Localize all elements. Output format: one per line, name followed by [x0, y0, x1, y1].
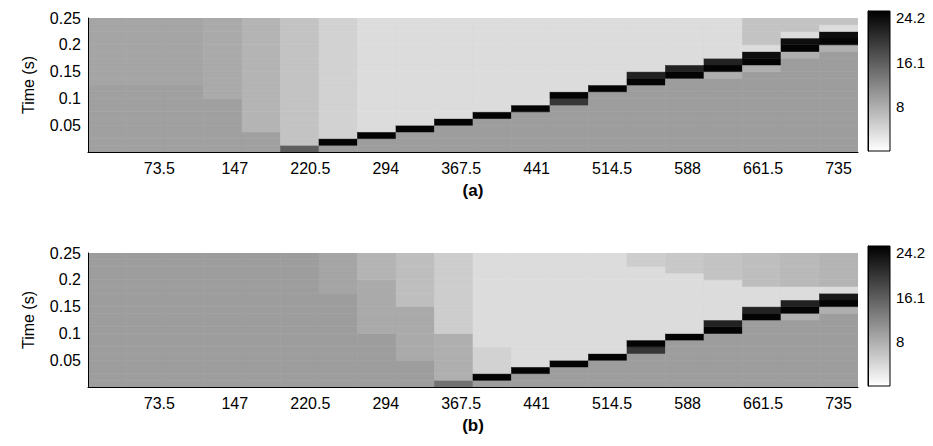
svg-text:735: 735 — [825, 160, 852, 177]
svg-text:367.5: 367.5 — [441, 395, 481, 412]
svg-text:588: 588 — [674, 160, 701, 177]
svg-text:220.5: 220.5 — [290, 160, 330, 177]
svg-text:367.5: 367.5 — [441, 160, 481, 177]
svg-text:24.2: 24.2 — [896, 244, 925, 261]
svg-text:147: 147 — [221, 160, 248, 177]
svg-text:220.5: 220.5 — [290, 395, 330, 412]
svg-text:24.2: 24.2 — [896, 9, 925, 26]
svg-text:0.25: 0.25 — [50, 10, 81, 27]
svg-text:0.15: 0.15 — [50, 298, 81, 315]
svg-text:(b): (b) — [462, 416, 484, 435]
svg-text:735: 735 — [825, 395, 852, 412]
svg-text:294: 294 — [372, 395, 399, 412]
svg-text:0.05: 0.05 — [50, 117, 81, 134]
svg-text:0.25: 0.25 — [50, 245, 81, 262]
svg-text:Time (s): Time (s) — [20, 291, 37, 349]
svg-text:588: 588 — [674, 395, 701, 412]
svg-text:514.5: 514.5 — [592, 395, 632, 412]
svg-text:0.1: 0.1 — [59, 90, 81, 107]
svg-text:73.5: 73.5 — [144, 160, 175, 177]
svg-text:16.1: 16.1 — [896, 54, 925, 71]
svg-text:441: 441 — [523, 160, 550, 177]
svg-text:0.2: 0.2 — [59, 271, 81, 288]
svg-text:0.15: 0.15 — [50, 63, 81, 80]
svg-text:661.5: 661.5 — [743, 160, 783, 177]
svg-text:514.5: 514.5 — [592, 160, 632, 177]
svg-text:8: 8 — [896, 98, 904, 115]
svg-text:73.5: 73.5 — [144, 395, 175, 412]
svg-text:661.5: 661.5 — [743, 395, 783, 412]
svg-text:(a): (a) — [463, 181, 484, 200]
svg-text:0.1: 0.1 — [59, 325, 81, 342]
svg-text:147: 147 — [221, 395, 248, 412]
svg-text:0.2: 0.2 — [59, 36, 81, 53]
svg-text:Time (s): Time (s) — [20, 56, 37, 114]
svg-text:294: 294 — [372, 160, 399, 177]
svg-text:441: 441 — [523, 395, 550, 412]
svg-text:8: 8 — [896, 333, 904, 350]
svg-text:16.1: 16.1 — [896, 289, 925, 306]
svg-text:0.05: 0.05 — [50, 352, 81, 369]
